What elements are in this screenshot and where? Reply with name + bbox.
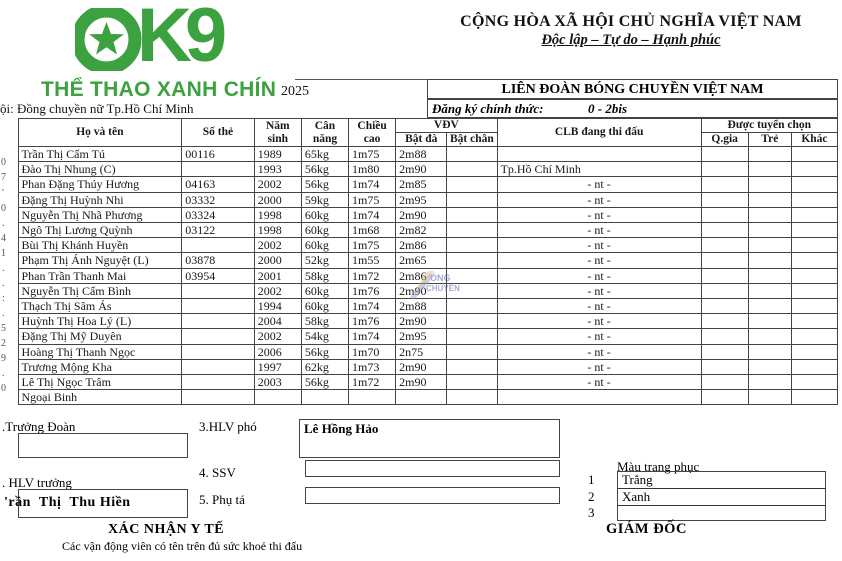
svg-text:CHUYỀN: CHUYỀN — [426, 283, 460, 293]
svg-text:ÓNG: ÓNG — [430, 272, 451, 283]
